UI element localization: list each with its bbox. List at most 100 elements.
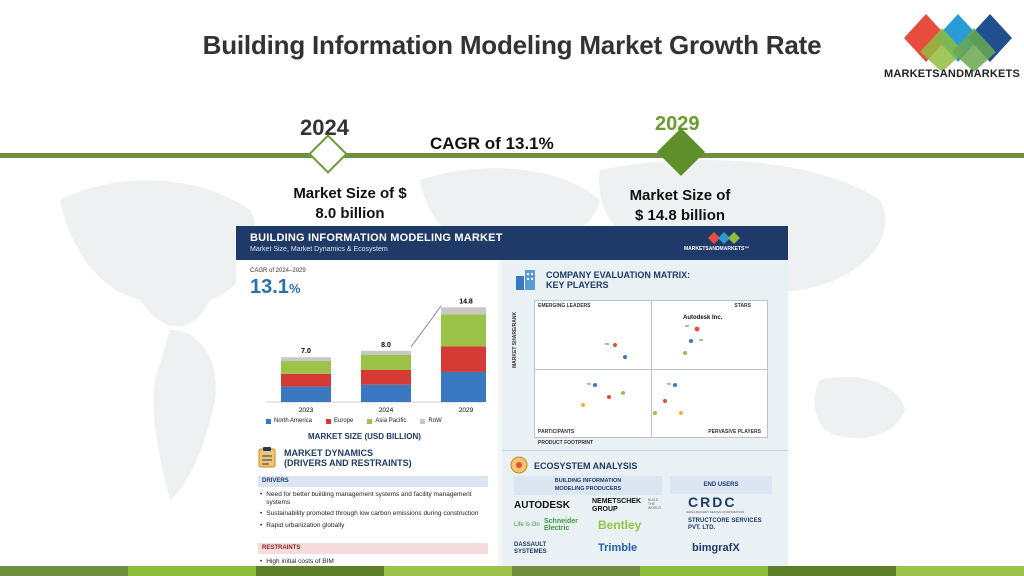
ecosystem-title: ECOSYSTEM ANALYSIS bbox=[534, 461, 638, 471]
producers-label-line2: MODELING PRODUCERS bbox=[554, 486, 622, 492]
infographic-title: BUILDING INFORMATION MODELING MARKET bbox=[250, 232, 503, 244]
drivers-tag: DRIVERS bbox=[258, 476, 488, 487]
legend-label: North America bbox=[274, 418, 313, 424]
bim-infographic: BUILDING INFORMATION MODELING MARKET Mar… bbox=[236, 226, 788, 568]
matrix-x-axis-label: PRODUCT FOOTPRINT bbox=[538, 440, 593, 446]
matrix-point bbox=[581, 403, 585, 407]
schneider-tagline: Life Is On bbox=[514, 522, 540, 528]
driver-text: Sustainability promoted through low carb… bbox=[266, 510, 479, 517]
bar-segment-row-2023 bbox=[281, 357, 331, 362]
bar-total-label: 7.0 bbox=[301, 348, 311, 355]
schneider-logo: Schneider Electric bbox=[544, 518, 578, 532]
infographic-logo-icon bbox=[708, 232, 740, 244]
infographic-right-panel: COMPANY EVALUATION MATRIX: KEY PLAYERS E… bbox=[502, 260, 788, 568]
market-size-2029: Market Size of $ 14.8 billion bbox=[600, 186, 760, 226]
bar-segment-north-america-2023 bbox=[281, 386, 331, 402]
market-size-2024-line2: 8.0 billion bbox=[315, 205, 385, 222]
marketsandmarkets-logo bbox=[904, 14, 1012, 72]
bar-segment-north-america-2024 bbox=[361, 384, 411, 402]
market-size-2024: Market Size of $ 8.0 billion bbox=[270, 184, 430, 224]
point-label: xx bbox=[587, 381, 591, 386]
market-size-title: MARKET SIZE (USD BILLION) bbox=[308, 432, 421, 441]
market-size-2024-line1: Market Size of $ bbox=[293, 185, 407, 202]
driver-text: Need for better building management syst… bbox=[266, 491, 472, 506]
legend-item-row: RoW bbox=[420, 418, 442, 424]
matrix-point bbox=[673, 383, 677, 387]
bar-segment-europe-2024 bbox=[361, 370, 411, 385]
matrix-point bbox=[653, 411, 657, 415]
matrix-point bbox=[689, 339, 693, 343]
buildings-icon bbox=[516, 270, 535, 290]
legend-item-asia-pacific: Asia Pacific bbox=[367, 418, 406, 424]
logo-diamond-green-2 bbox=[952, 28, 996, 72]
matrix-points bbox=[581, 326, 700, 415]
legend-item-north-america: North America bbox=[266, 418, 312, 424]
structcore-logo: STRUCTCORE SERVICES PVT. LTD. bbox=[688, 518, 762, 531]
producers-label: BUILDING INFORMATION MODELING PRODUCERS bbox=[514, 476, 662, 495]
cagr-caption: CAGR of 2024–2029 bbox=[250, 268, 306, 274]
bar-segment-europe-2023 bbox=[281, 373, 331, 387]
bar-segment-row-2029 bbox=[441, 307, 486, 315]
nemetschek-tagline: BUILD THE WORLD bbox=[648, 498, 662, 510]
legend-item-europe: Europe bbox=[326, 418, 353, 424]
quadrant-stars: STARS bbox=[734, 303, 751, 309]
matrix-y-axis-label: MARKET SHARE/RANK bbox=[512, 311, 518, 368]
bentley-logo: Bentley bbox=[598, 518, 642, 532]
dynamics-title-line1: MARKET DYNAMICS bbox=[284, 448, 373, 458]
matrix-point bbox=[623, 355, 627, 359]
cagr-value: 13.1% bbox=[250, 276, 301, 299]
section-divider bbox=[502, 450, 788, 451]
legend-swatch bbox=[367, 418, 373, 424]
crdc-tagline: CHINA RAILWAY DESIGN CORPORATION bbox=[686, 510, 745, 514]
restraints-tag: RESTRAINTS bbox=[258, 543, 488, 554]
matrix-leader-label: Autodesk Inc. bbox=[683, 315, 723, 321]
matrix-point bbox=[613, 343, 617, 347]
bar-segment-asia-pacific-2029 bbox=[441, 314, 486, 347]
matrix-point bbox=[694, 326, 700, 332]
quadrant-participants: PARTICIPANTS bbox=[538, 429, 575, 435]
matrix-point bbox=[593, 383, 597, 387]
growth-arrow bbox=[410, 305, 442, 348]
timeline-end-year: 2029 bbox=[655, 113, 700, 135]
market-size-2029-line1: Market Size of bbox=[629, 187, 731, 204]
bar-segment-europe-2029 bbox=[441, 346, 486, 372]
crdc-logo: CRDC bbox=[688, 494, 737, 510]
cagr-number: 13.1 bbox=[250, 276, 289, 298]
dynamics-title-line2: (DRIVERS AND RESTRAINTS) bbox=[284, 458, 412, 468]
end-users-label: END USERS bbox=[670, 476, 772, 494]
restraint-item: • High initial costs of BIM bbox=[260, 558, 334, 565]
timeline-line bbox=[0, 153, 1024, 158]
point-label: xx bbox=[667, 381, 671, 386]
infographic-logo-text: MARKETSANDMARKETS™ bbox=[684, 246, 750, 252]
restraint-text: High initial costs of BIM bbox=[266, 558, 334, 565]
market-size-2029-line2: $ 14.8 billion bbox=[634, 207, 726, 224]
point-label: xx bbox=[605, 341, 609, 346]
infographic-left-panel: CAGR of 2024–2029 13.1% 7.0 2023 8.0 2024 14… bbox=[236, 260, 498, 568]
driver-item: • Rapid urbanization globally bbox=[260, 521, 345, 529]
matrix-title-line2: KEY PLAYERS bbox=[546, 280, 609, 290]
market-size-bar-chart: 7.0 2023 8.0 2024 14.8 2029 bbox=[266, 298, 486, 414]
legend-label: Asia Pacific bbox=[375, 418, 407, 424]
legend-label: Europe bbox=[334, 418, 354, 424]
drivers-list: • Need for better building management sys… bbox=[260, 491, 482, 529]
bar-segment-asia-pacific-2023 bbox=[281, 361, 331, 374]
matrix-point bbox=[607, 395, 611, 399]
infographic-subtitle: Market Size, Market Dynamics & Ecosystem bbox=[250, 246, 388, 253]
producers-label-line1: BUILDING INFORMATION bbox=[554, 478, 622, 484]
brand-name: MARKETSANDMARKETS bbox=[884, 68, 1021, 80]
trimble-logo: Trimble bbox=[598, 542, 638, 554]
quadrant-emerging-leaders: EMERGING LEADERS bbox=[538, 303, 591, 309]
category-tick-label: 2023 bbox=[299, 407, 314, 414]
legend-swatch bbox=[266, 418, 271, 424]
bimgrafx-logo: bimgrafX bbox=[692, 542, 740, 554]
bottom-color-strip bbox=[0, 566, 1024, 576]
driver-text: Rapid urbanization globally bbox=[266, 521, 345, 529]
point-label: xx bbox=[699, 337, 703, 342]
dassault-logo: DASSAULT SYSTEMES bbox=[514, 542, 547, 555]
matrix-point bbox=[679, 411, 683, 415]
autodesk-logo: AUTODESK bbox=[514, 500, 570, 511]
legend-label: RoW bbox=[428, 418, 442, 424]
bar-segment-north-america-2029 bbox=[441, 371, 486, 402]
driver-item: • Sustainability promoted through low car… bbox=[260, 510, 479, 517]
matrix-point bbox=[621, 391, 625, 395]
